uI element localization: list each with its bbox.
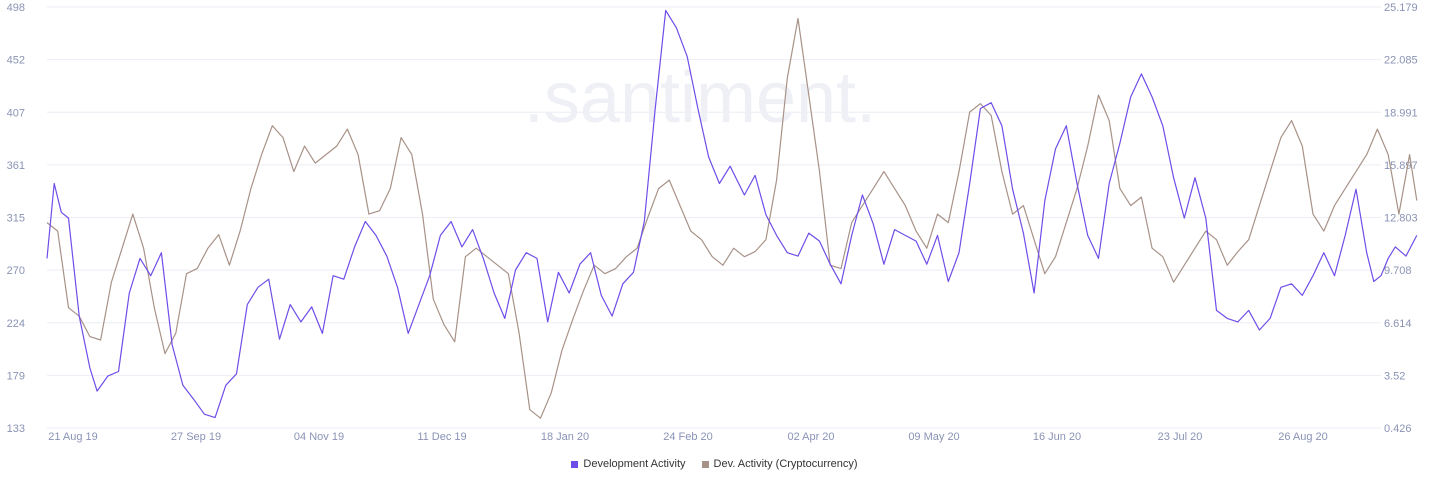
series-line-development-activity — [46, 9, 1418, 419]
x-tick-label: 23 Jul 20 — [1158, 431, 1203, 443]
x-tick-label: 21 Aug 19 — [48, 431, 98, 443]
x-tick-label: 11 Dec 19 — [417, 431, 466, 443]
y-left-tick-label: 133 — [7, 423, 25, 435]
y-right-tick-label: 0.426 — [1384, 423, 1412, 435]
x-tick-label: 24 Feb 20 — [663, 431, 713, 443]
y-left-tick-label: 315 — [7, 213, 25, 225]
x-tick-label: 18 Jan 20 — [541, 431, 589, 443]
y-right-tick-label: 3.52 — [1384, 370, 1405, 382]
series-lines — [46, 9, 1418, 419]
grid-lines — [47, 6, 1381, 429]
y-left-tick-label: 270 — [7, 265, 25, 277]
x-tick-label: 26 Aug 20 — [1278, 431, 1328, 443]
y-right-tick-label: 9.708 — [1384, 265, 1412, 277]
legend-item-development-activity[interactable]: Development Activity — [571, 458, 686, 470]
y-right-tick-label: 12.803 — [1384, 213, 1418, 225]
watermark: .santiment. — [524, 58, 876, 138]
y-right-tick-label: 22.085 — [1384, 55, 1418, 67]
y-left-tick-label: 224 — [7, 318, 25, 330]
y-left-tick-label: 452 — [7, 55, 25, 67]
y-right-tick-label: 25.179 — [1384, 2, 1418, 14]
x-tick-label: 09 May 20 — [908, 431, 959, 443]
x-tick-label: 02 Apr 20 — [787, 431, 834, 443]
x-tick-label: 04 Nov 19 — [294, 431, 344, 443]
y-left-tick-label: 498 — [7, 2, 25, 14]
legend-label: Development Activity — [583, 458, 686, 470]
y-left-tick-label: 407 — [7, 107, 25, 119]
legend-item-dev-activity-crypto[interactable]: Dev. Activity (Cryptocurrency) — [701, 458, 858, 470]
x-tick-label: 27 Sep 19 — [171, 431, 221, 443]
x-tick-label: 16 Jun 20 — [1033, 431, 1081, 443]
x-ticks: 21 Aug 19 27 Sep 19 04 Nov 19 11 Dec 19 18 J… — [48, 431, 1328, 443]
y-right-tick-label: 15.897 — [1384, 160, 1418, 172]
y-left-tick-label: 361 — [7, 160, 25, 172]
y-left-ticks: 133 179 224 270 315 361 407 452 498 — [7, 2, 25, 435]
series-line-dev-activity-crypto — [46, 17, 1418, 419]
legend-label: Dev. Activity (Cryptocurrency) — [713, 458, 858, 470]
y-right-tick-label: 6.614 — [1384, 318, 1412, 330]
legend-swatch — [701, 460, 709, 468]
legend: Development Activity Dev. Activity (Cryp… — [0, 458, 1429, 470]
y-right-tick-label: 18.991 — [1384, 107, 1418, 119]
y-left-tick-label: 179 — [7, 370, 25, 382]
y-right-ticks: 0.426 3.52 6.614 9.708 12.803 15.897 18.991 22.… — [1384, 2, 1418, 435]
legend-swatch — [571, 460, 579, 468]
